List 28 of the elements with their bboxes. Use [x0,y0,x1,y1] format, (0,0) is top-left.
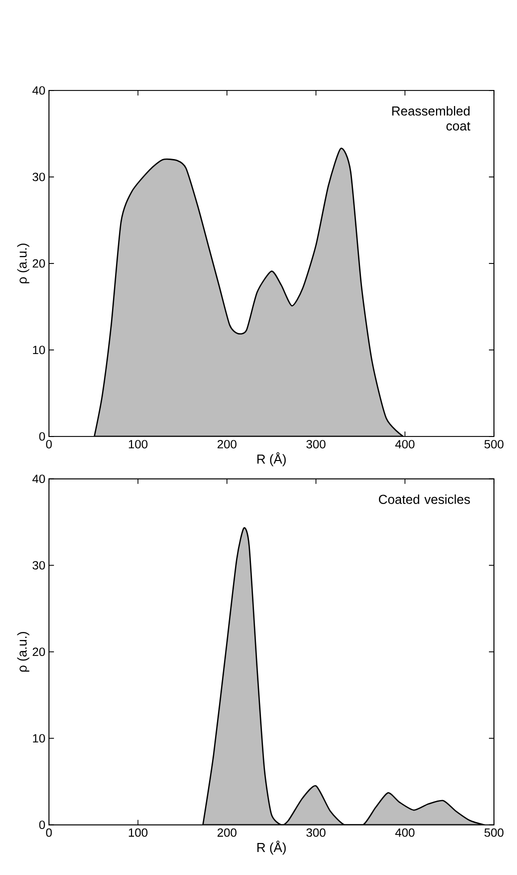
x-tick-label: 300 [306,440,326,448]
y-tick-label: 10 [33,734,45,743]
y-tick-label: 40 [32,86,45,95]
y-tick-label: 30 [32,172,45,182]
annotation: Coated vesicles [378,494,470,504]
x-tick-label: 200 [218,440,236,448]
x-axis-title: R (Å) [257,452,286,466]
y-tick-label: 40 [32,474,45,484]
x-tick-label: 100 [128,440,148,448]
x-tick-label: 300 [306,828,326,837]
y-tick-label: 0 [39,820,45,830]
y-tick-label: 10 [33,346,45,354]
y-tick-label: 0 [39,432,45,441]
y-axis-title: ρ (a.u.) [17,632,30,672]
x-tick-label: 200 [218,828,236,837]
y-axis-title: ρ (a.u.) [17,244,30,284]
y-tick-label: 20 [32,259,45,268]
y-tick-label: 20 [32,648,45,656]
x-tick-label: 0 [46,440,52,448]
annotation: Reassembled coat [392,106,470,131]
x-axis-title: R (Å) [257,840,286,855]
y-tick-label: 30 [32,561,45,570]
x-tick-label: 500 [484,440,504,448]
x-tick-label: 100 [128,828,148,837]
x-tick-label: 400 [395,440,414,448]
x-tick-label: 400 [395,828,414,837]
x-tick-label: 0 [46,828,52,837]
x-tick-label: 500 [484,828,504,837]
